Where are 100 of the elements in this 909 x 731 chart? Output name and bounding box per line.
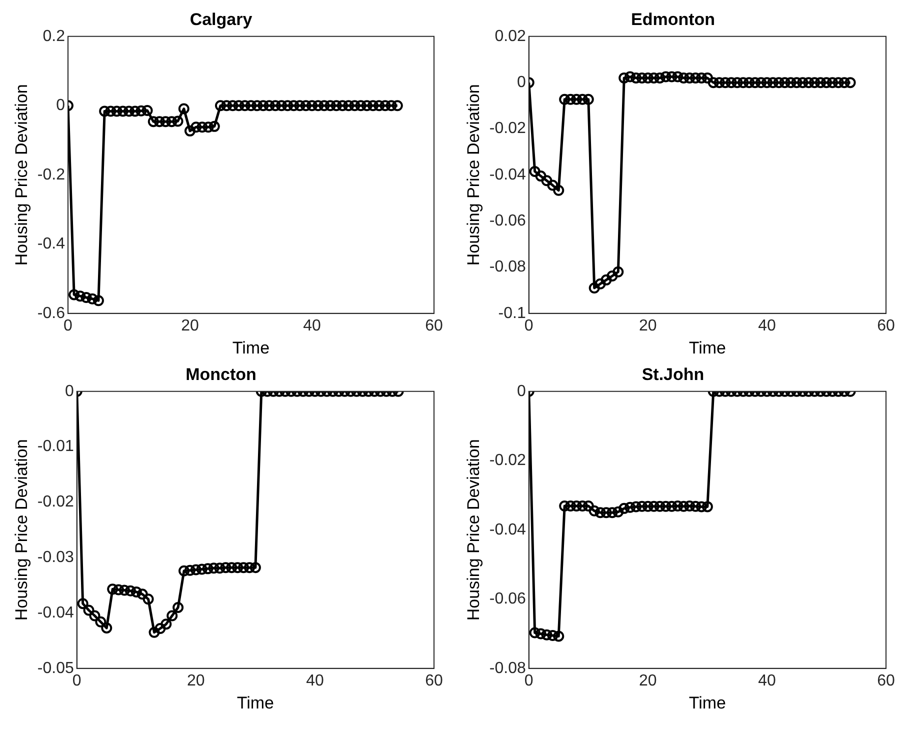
point [190,122,202,133]
point [220,562,232,574]
y-tick-label: 0 [516,74,526,91]
point [202,563,214,574]
point [648,500,660,512]
point [535,170,546,182]
point [826,77,838,88]
point [773,77,784,88]
point [820,77,832,88]
point [202,122,214,133]
x-axis-title: Time [688,338,726,358]
y-axis-title: Housing Price Deviation [12,84,31,266]
y-tick-label: -0.04 [37,604,74,622]
point [288,100,300,112]
point [86,293,98,304]
point [761,77,772,88]
y-tick-label: -0.06 [489,590,526,608]
point [245,100,256,112]
point [606,507,618,518]
point [636,72,648,84]
point [797,77,808,88]
point [68,289,80,300]
point [838,77,850,88]
point [392,100,403,112]
point [184,564,196,576]
y-tick-label: -0.05 [37,660,74,677]
x-tick-label: 20 [187,672,205,690]
point [600,507,612,518]
point [696,501,707,512]
point [172,602,184,613]
chart-title: Edmonton [630,10,716,29]
point [570,500,582,512]
point [785,77,796,88]
point [618,502,630,514]
y-tick-label: -0.2 [37,166,66,184]
point [160,618,172,630]
point [118,584,130,596]
point [99,106,110,117]
x-tick-label: 60 [877,317,895,334]
y-tick-label: -0.08 [489,660,526,677]
x-tick-label: 40 [758,672,776,690]
point [117,106,128,117]
point [803,77,814,88]
point [666,71,678,82]
point [750,77,761,88]
point [565,500,576,512]
y-axis-title: Housing Price Deviation [464,439,483,621]
point [330,100,342,112]
chart-title: Moncton [186,364,256,384]
x-tick-label: 20 [639,672,657,690]
point [226,562,238,574]
point [791,77,802,88]
point [270,100,281,112]
x-tick-label: 20 [639,317,657,334]
point [178,103,190,114]
point [77,598,88,610]
y-tick-label: -0.06 [489,212,526,230]
point [148,626,160,638]
point [606,270,618,282]
point [221,100,232,112]
point [582,500,594,512]
point [154,116,165,128]
point [779,77,790,88]
point [744,77,755,88]
y-axis-title: Housing Price Deviation [12,439,31,621]
x-tick-label: 60 [425,672,443,690]
point [300,100,312,112]
point [809,77,820,88]
point [233,100,244,112]
y-tick-label: -0.6 [37,304,66,322]
chart-title: Calgary [190,10,253,29]
y-tick-label: -0.02 [37,494,74,511]
y-tick-label: 0 [64,382,74,400]
point [324,100,336,112]
point [386,100,397,112]
point [95,616,106,628]
x-tick-label: 40 [758,317,776,334]
point [612,266,624,278]
point [214,100,226,112]
y-tick-label: -0.08 [489,258,526,276]
point [124,585,136,596]
point [178,565,190,576]
point [190,564,202,576]
point [654,72,666,84]
point [576,94,588,105]
point [624,71,636,82]
x-tick-label: 40 [303,317,321,334]
point [160,116,172,128]
point [738,77,749,88]
point [166,116,178,128]
point [565,94,576,105]
point [282,100,294,112]
point [559,500,570,512]
point [576,500,588,512]
point [336,100,348,112]
point [232,562,244,574]
point [756,77,767,88]
point [624,502,636,513]
point [276,100,287,112]
point [678,500,690,512]
